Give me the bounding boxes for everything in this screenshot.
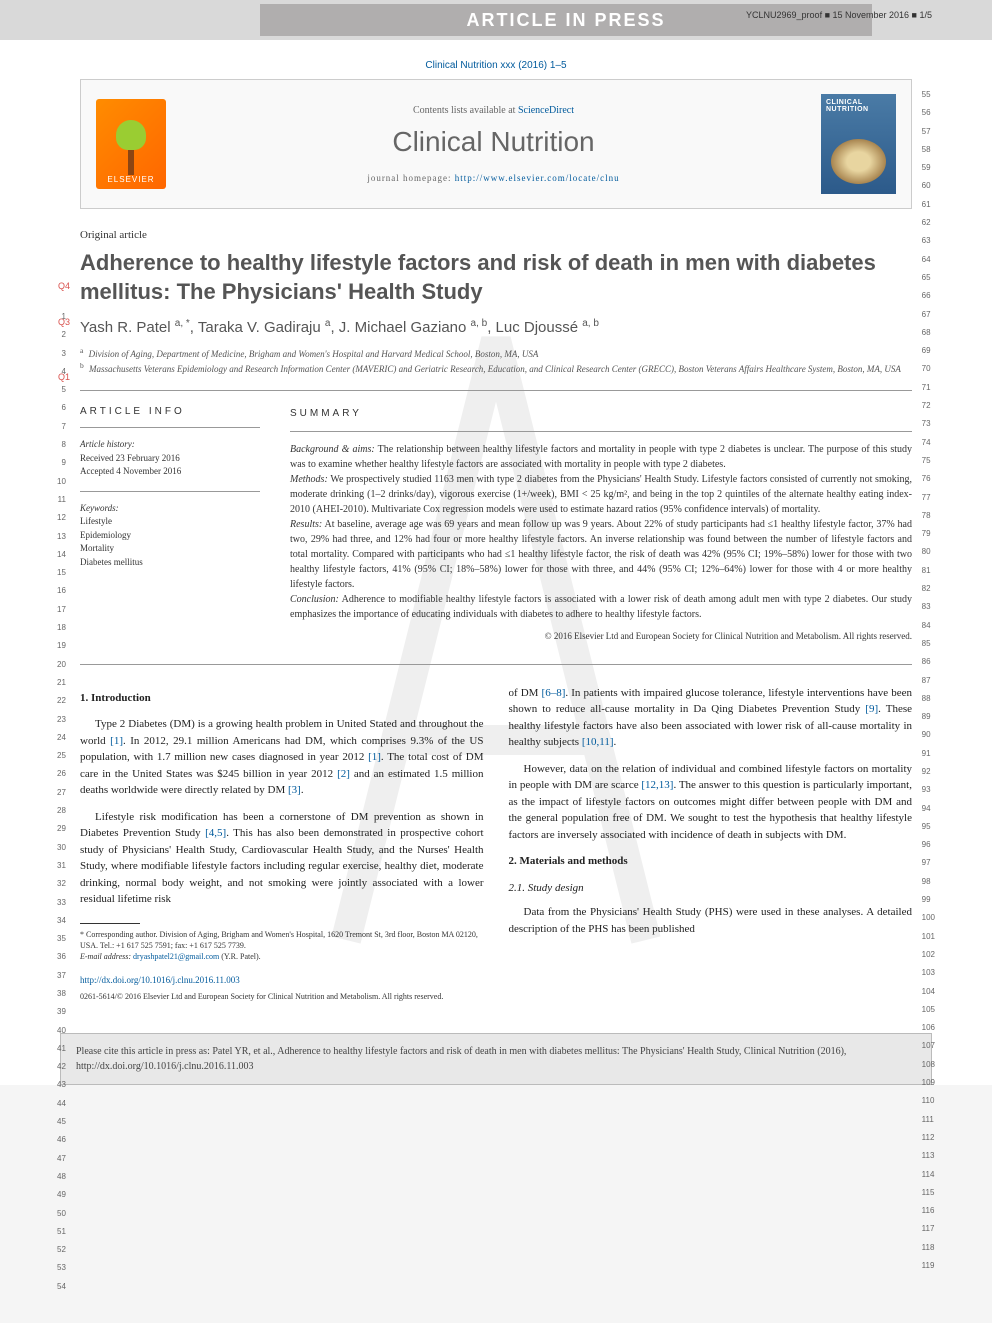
cover-title: CLINICAL NUTRITION <box>821 94 896 118</box>
right-column: of DM [6–8]. In patients with impaired g… <box>509 685 913 1003</box>
summary-heading: SUMMARY <box>290 406 912 421</box>
author-email-link[interactable]: dryashpatel21@gmail.com <box>133 952 219 961</box>
study-design-heading: 2.1. Study design <box>509 880 913 897</box>
footnote-divider <box>80 923 140 924</box>
summary-column: SUMMARY Background & aims: The relations… <box>290 406 912 644</box>
email-footnote: E-mail address: dryashpatel21@gmail.com … <box>80 951 484 962</box>
homepage-prefix: journal homepage: <box>367 173 454 183</box>
keyword-item: Epidemiology <box>80 529 260 543</box>
keywords-label: Keywords: <box>80 502 260 516</box>
col2-paragraph-1: of DM [6–8]. In patients with impaired g… <box>509 685 913 751</box>
design-paragraph-1: Data from the Physicians' Health Study (… <box>509 904 913 937</box>
article-info-heading: ARTICLE INFO <box>80 406 260 417</box>
article-info-column: ARTICLE INFO Article history: Received 2… <box>80 406 260 644</box>
elsevier-label: ELSEVIER <box>107 175 154 184</box>
article-type: Original article <box>80 229 912 241</box>
history-label: Article history: <box>80 438 260 452</box>
introduction-heading: 1. Introduction <box>80 690 484 707</box>
proof-metadata: YCLNU2969_proof ■ 15 November 2016 ■ 1/5 <box>746 10 932 20</box>
sciencedirect-link[interactable]: ScienceDirect <box>518 105 574 116</box>
body-two-column: 1. Introduction Type 2 Diabetes (DM) is … <box>80 664 912 1003</box>
affiliations: a Division of Aging, Department of Medic… <box>80 346 912 375</box>
elsevier-logo: ELSEVIER <box>96 99 166 189</box>
intro-paragraph-2: Lifestyle risk modification has been a c… <box>80 809 484 908</box>
doi-copyright: 0261-5614/© 2016 Elsevier Ltd and Europe… <box>80 991 484 1003</box>
article-title: Adherence to healthy lifestyle factors a… <box>80 249 912 306</box>
received-date: Received 23 February 2016 <box>80 452 260 466</box>
keywords-section: Keywords: Lifestyle Epidemiology Mortali… <box>80 502 260 570</box>
doi-link[interactable]: http://dx.doi.org/10.1016/j.clnu.2016.11… <box>80 975 240 985</box>
journal-homepage-line: journal homepage: http://www.elsevier.co… <box>166 173 821 183</box>
elsevier-tree-icon <box>106 115 156 175</box>
keyword-item: Diabetes mellitus <box>80 556 260 570</box>
affiliation-b: b Massachusetts Veterans Epidemiology an… <box>80 361 912 376</box>
journal-homepage-link[interactable]: http://www.elsevier.com/locate/clnu <box>455 173 620 183</box>
keyword-item: Mortality <box>80 542 260 556</box>
line-numbers-right: 5556575859606162636465666768697071727374… <box>922 90 935 1279</box>
col2-paragraph-2: However, data on the relation of individ… <box>509 761 913 844</box>
banner-text: ARTICLE IN PRESS <box>466 10 665 31</box>
cover-image-icon <box>831 139 886 184</box>
summary-conclusion: Conclusion: Adherence to modifiable heal… <box>290 592 912 622</box>
corresponding-author-footnote: * Corresponding author. Division of Agin… <box>80 929 484 951</box>
contents-available-text: Contents lists available at ScienceDirec… <box>166 105 821 116</box>
q4-marker: Q4 <box>58 281 70 291</box>
proof-header-bar: ARTICLE IN PRESS YCLNU2969_proof ■ 15 No… <box>0 0 992 40</box>
affiliation-a: a Division of Aging, Department of Medic… <box>80 346 912 361</box>
summary-methods: Methods: We prospectively studied 1163 m… <box>290 472 912 517</box>
journal-cover-thumbnail: CLINICAL NUTRITION <box>821 94 896 194</box>
summary-copyright: © 2016 Elsevier Ltd and European Society… <box>290 630 912 644</box>
article-history: Article history: Received 23 February 20… <box>80 438 260 479</box>
left-column: 1. Introduction Type 2 Diabetes (DM) is … <box>80 685 484 1003</box>
summary-background: Background & aims: The relationship betw… <box>290 442 912 472</box>
intro-paragraph-1: Type 2 Diabetes (DM) is a growing health… <box>80 716 484 799</box>
journal-reference: Clinical Nutrition xxx (2016) 1–5 <box>0 40 992 79</box>
methods-heading: 2. Materials and methods <box>509 853 913 870</box>
authors-line: Yash R. Patel a, *, Taraka V. Gadiraju a… <box>80 318 912 336</box>
journal-name: Clinical Nutrition <box>166 126 821 158</box>
accepted-date: Accepted 4 November 2016 <box>80 465 260 479</box>
line-numbers-left: 1234567891011121314151617181920212223242… <box>57 312 66 1300</box>
info-summary-row: ARTICLE INFO Article history: Received 2… <box>80 390 912 644</box>
journal-center-block: Contents lists available at ScienceDirec… <box>166 105 821 183</box>
doi-section: http://dx.doi.org/10.1016/j.clnu.2016.11… <box>80 974 484 1003</box>
summary-results: Results: At baseline, average age was 69… <box>290 517 912 592</box>
journal-masthead-box: ELSEVIER Contents lists available at Sci… <box>80 79 912 209</box>
contents-prefix: Contents lists available at <box>413 105 518 116</box>
citation-box: Please cite this article in press as: Pa… <box>60 1033 932 1085</box>
keyword-item: Lifestyle <box>80 515 260 529</box>
article-in-press-banner: ARTICLE IN PRESS <box>260 4 872 36</box>
